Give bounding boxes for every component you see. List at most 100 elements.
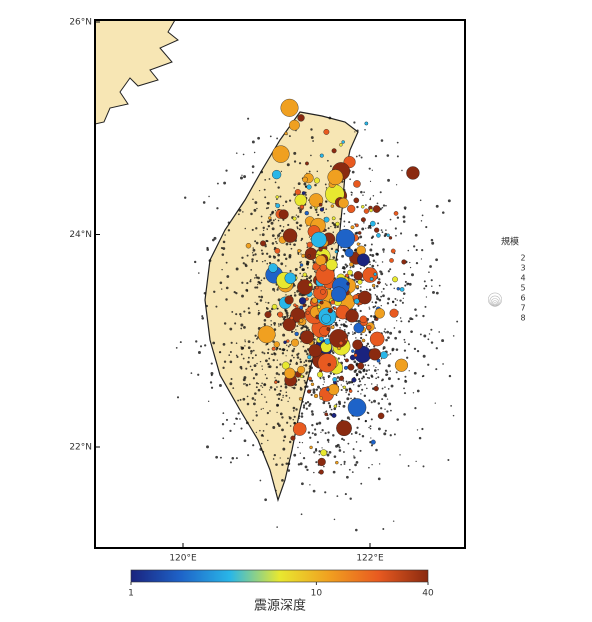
epicenter — [363, 222, 365, 224]
epicenter — [301, 253, 306, 258]
epicenter — [310, 382, 315, 387]
epicenter — [381, 398, 384, 401]
epicenter — [302, 456, 306, 460]
epicenter — [348, 389, 353, 393]
epicenter — [329, 406, 332, 409]
legend-label: 3 — [520, 264, 525, 273]
epicenter — [407, 249, 410, 252]
epicenter — [389, 308, 399, 318]
epicenter — [422, 374, 425, 378]
epicenter — [289, 199, 292, 202]
epicenter — [318, 450, 321, 453]
epicenter — [278, 325, 280, 327]
epicenter — [393, 433, 396, 436]
epicenter — [265, 307, 268, 309]
epicenter — [324, 432, 327, 435]
epicenter — [370, 401, 373, 404]
epicenter — [391, 349, 394, 352]
epicenter — [282, 394, 284, 397]
epicenter — [271, 353, 274, 356]
epicenter — [277, 380, 280, 383]
epicenter — [380, 295, 383, 298]
epicenter — [305, 407, 308, 410]
epicenter — [324, 183, 327, 186]
epicenter — [340, 463, 342, 466]
epicenter — [275, 195, 279, 199]
epicenter — [297, 279, 313, 295]
epicenter — [357, 390, 359, 393]
epicenter — [305, 161, 309, 166]
epicenter — [251, 171, 254, 174]
epicenter — [242, 397, 246, 401]
epicenter — [388, 354, 390, 356]
epicenter — [398, 330, 402, 334]
epicenter — [175, 347, 178, 349]
epicenter — [273, 248, 275, 251]
epicenter — [349, 497, 352, 500]
epicenter — [309, 436, 312, 439]
epicenter — [361, 434, 365, 438]
axis-ticks: 26°N 24°N 22°N 120°E 122°E — [69, 18, 384, 564]
epicenter — [323, 381, 325, 383]
epicenter — [225, 169, 228, 172]
epicenter — [268, 216, 272, 220]
epicenter — [247, 346, 251, 350]
epicenter — [279, 363, 282, 366]
epicenter — [288, 397, 291, 399]
epicenter — [389, 258, 394, 263]
epicenter — [431, 241, 435, 245]
epicenter — [328, 450, 332, 454]
epicenter — [377, 477, 381, 481]
epicenter — [364, 128, 366, 131]
epicenter — [425, 284, 428, 288]
epicenter — [193, 260, 197, 264]
epicenter — [208, 195, 210, 198]
epicenter — [301, 191, 306, 195]
epicenter — [258, 190, 261, 192]
epicenter — [354, 232, 357, 235]
epicenter — [206, 246, 209, 250]
epicenter — [335, 221, 340, 227]
epicenter — [357, 417, 361, 421]
epicenter — [263, 319, 267, 322]
epicenter — [369, 198, 371, 201]
epicenter — [384, 332, 387, 334]
epicenter — [377, 222, 380, 225]
epicenter — [319, 336, 324, 342]
epicenter — [273, 324, 276, 326]
epicenter — [360, 393, 362, 395]
epicenter — [212, 341, 216, 345]
epicenter — [323, 216, 330, 223]
epicenter — [370, 418, 373, 421]
epicenter — [205, 304, 209, 308]
epicenter — [242, 357, 245, 360]
epicenter — [251, 252, 254, 254]
epicenter — [293, 356, 295, 359]
epicenter — [351, 170, 355, 174]
epicenter — [403, 206, 407, 210]
epicenter — [225, 261, 228, 264]
epicenter — [402, 292, 406, 295]
epicenter — [292, 386, 296, 390]
epicenter — [329, 372, 333, 375]
epicenter — [263, 188, 266, 191]
epicenter — [266, 252, 269, 255]
epicenter — [298, 297, 307, 305]
epicenter — [389, 331, 393, 335]
epicenter — [274, 209, 277, 212]
epicenter — [313, 433, 317, 436]
epicenter — [393, 211, 399, 216]
epicenter — [387, 364, 391, 368]
epicenter — [375, 448, 378, 452]
epicenter — [265, 239, 268, 243]
epicenter — [330, 325, 335, 330]
epicenter — [368, 345, 370, 348]
epicenter — [403, 387, 405, 390]
epicenter — [374, 327, 376, 329]
epicenter — [257, 283, 259, 286]
epicenter — [318, 469, 324, 475]
epicenter — [335, 394, 338, 397]
epicenter — [273, 290, 276, 292]
epicenter — [272, 358, 275, 362]
epicenter — [357, 362, 365, 370]
